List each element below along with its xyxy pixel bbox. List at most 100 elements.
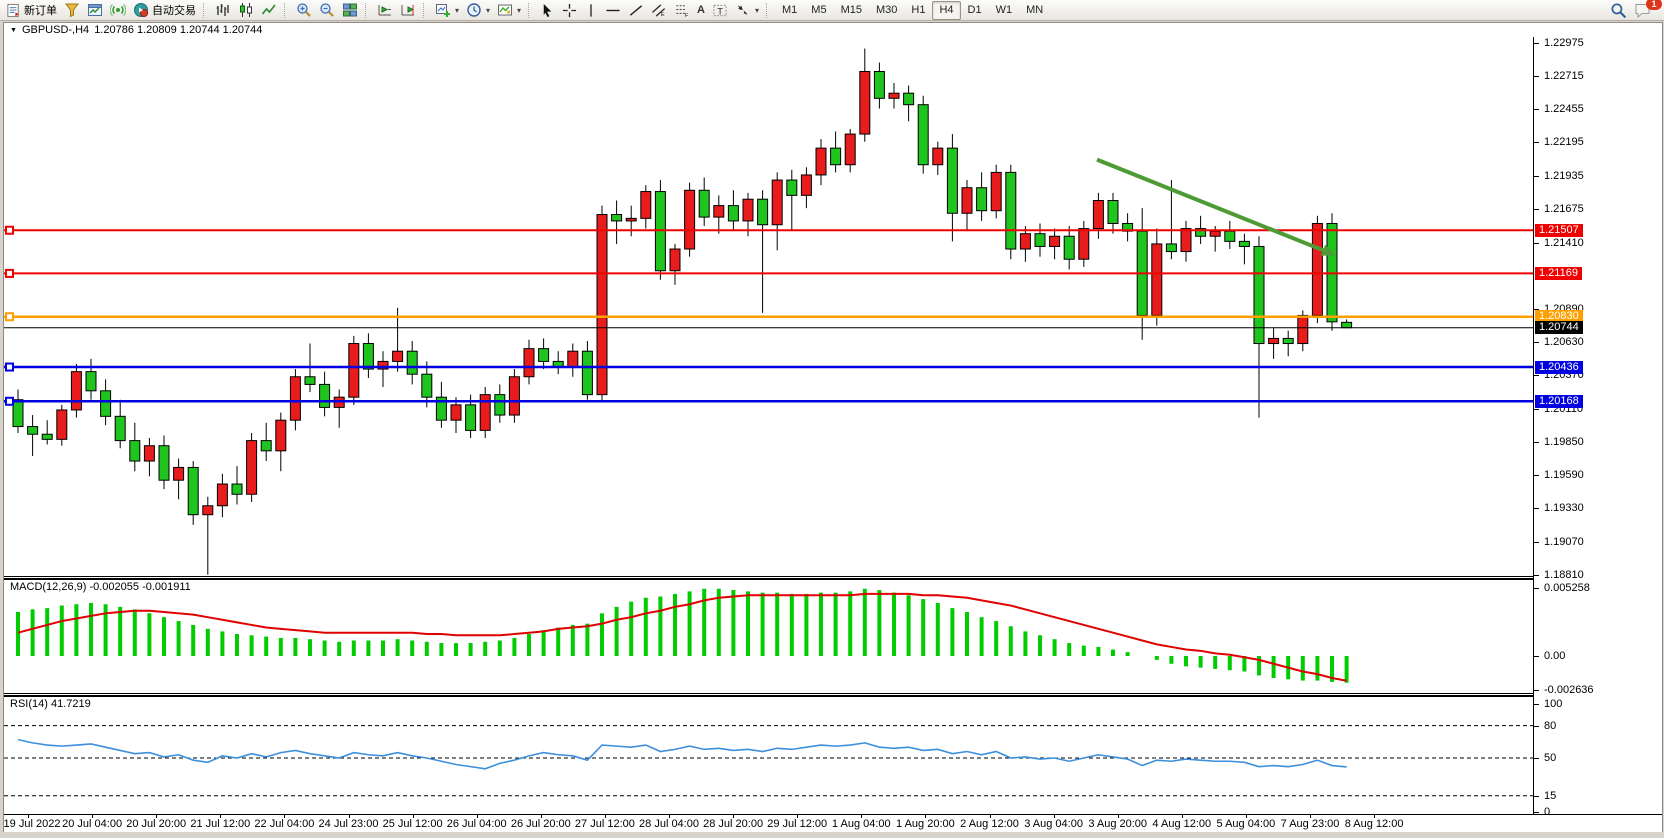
candle — [625, 205, 637, 237]
signals-button[interactable] — [107, 1, 129, 19]
time-tick-label: 21 Jul 12:00 — [190, 818, 251, 830]
timeframe-button-m1[interactable]: M1 — [782, 3, 798, 16]
candlestick-chart-button[interactable] — [235, 1, 257, 19]
crosshair-tool-button[interactable] — [559, 1, 580, 19]
templates-button[interactable]: ▾ — [494, 1, 524, 19]
candle-body-up — [246, 440, 258, 495]
candle-body-down — [41, 433, 53, 440]
new-order-button[interactable]: 新订单 — [3, 1, 60, 19]
hline-anchor-marker[interactable] — [5, 362, 14, 372]
trend-arrow-head[interactable] — [1320, 244, 1336, 256]
timeframe-button-mn[interactable]: MN — [1026, 3, 1044, 16]
line-chart-button[interactable] — [258, 1, 280, 19]
price-pane[interactable] — [4, 37, 1533, 576]
candle — [187, 461, 199, 525]
candle — [1238, 233, 1250, 265]
candle-body-down — [1224, 230, 1236, 242]
market-watch-button[interactable] — [61, 1, 83, 19]
indicators-button[interactable]: ▾ — [432, 1, 462, 19]
chart-shift-button[interactable] — [397, 1, 419, 19]
candle-body-up — [479, 394, 491, 431]
candle-body-up — [450, 404, 462, 421]
hline-anchor-marker[interactable] — [5, 312, 14, 322]
text-tool-button[interactable]: A — [694, 1, 708, 19]
timeframe-button-w1[interactable]: W1 — [995, 3, 1013, 16]
price-tick-label: 1.21410 — [1544, 236, 1584, 249]
timeframe-button-m15[interactable]: M15 — [840, 3, 862, 16]
timeframe-button-h4[interactable]: H4 — [932, 0, 961, 20]
zoom-in-icon — [297, 3, 311, 17]
candle — [1063, 226, 1075, 270]
search-button[interactable] — [1607, 1, 1630, 19]
price-tick-label: 1.21935 — [1544, 169, 1584, 182]
zoom-in-button[interactable] — [293, 1, 315, 19]
time-tick-mark — [412, 815, 414, 818]
candle-body-up — [859, 70, 871, 135]
hline-anchor-marker[interactable] — [5, 268, 14, 278]
tile-windows-button[interactable] — [339, 1, 361, 19]
level-price-badge: 1.20436 — [1535, 360, 1583, 374]
toolbar-separator — [203, 2, 208, 18]
axis-tick-mark — [1534, 109, 1539, 111]
timeframe-button-m5[interactable]: M5 — [811, 3, 827, 16]
price-axis[interactable]: 1.22975 1.22715 1.22455 1.22195 1.21935 1.216… — [1533, 37, 1662, 818]
timeframe-button-h1[interactable]: H1 — [911, 3, 926, 16]
candle-body-down — [976, 187, 988, 212]
dropdown-caret: ▾ — [486, 5, 491, 15]
axis-tick-mark — [1534, 208, 1539, 210]
candle — [333, 389, 345, 428]
candle — [1311, 215, 1323, 324]
autotrading-button[interactable]: 自动交易 — [130, 1, 199, 19]
hline-anchor-marker[interactable] — [5, 225, 14, 235]
candle — [888, 82, 900, 109]
candle-body-up — [669, 248, 681, 272]
axis-tick-mark — [1534, 574, 1539, 576]
collapse-triangle-icon[interactable]: ▼ — [10, 26, 17, 34]
candle-body-down — [698, 189, 710, 218]
rsi-tick-label: 80 — [1544, 719, 1557, 732]
axis-tick-mark — [1534, 42, 1539, 44]
candle — [450, 397, 462, 433]
candle-body-up — [216, 483, 228, 507]
hline-anchor-marker[interactable] — [5, 396, 14, 406]
label-tool-button[interactable]: T — [709, 1, 731, 19]
candle — [1049, 228, 1061, 260]
rsi-tick-label: 0 — [1544, 806, 1551, 818]
timeframe-group: M1 M5 M15 M30 H1 H4 D1 W1 MN — [775, 0, 1050, 20]
rsi-pane[interactable]: RSI(14) 41.7219 — [4, 696, 1533, 814]
svg-text:E: E — [661, 12, 665, 18]
periods-button[interactable]: ▾ — [463, 1, 493, 19]
bar-chart-button[interactable] — [212, 1, 234, 19]
horizontal-line-tool-button[interactable] — [602, 1, 624, 19]
vertical-line-tool-button[interactable] — [581, 1, 601, 19]
time-axis[interactable]: 19 Jul 2022 20 Jul 04:00 20 Jul 20:00 21 Ju… — [4, 814, 1662, 832]
pane-separator[interactable] — [4, 576, 1533, 580]
timeframe-button-m30[interactable]: M30 — [875, 3, 898, 16]
candle-body-up — [1151, 243, 1163, 316]
axis-tick-mark — [1534, 656, 1539, 657]
pane-separator[interactable] — [4, 693, 1533, 697]
candle — [946, 134, 958, 242]
time-tick-mark — [733, 815, 735, 818]
timeframe-button-d1[interactable]: D1 — [967, 3, 982, 16]
channel-tool-button[interactable]: E — [648, 1, 670, 19]
candle-body-down — [552, 360, 564, 368]
data-window-button[interactable] — [84, 1, 106, 19]
trend-arrow-line[interactable] — [1096, 157, 1328, 254]
axis-tick-mark — [1534, 75, 1539, 77]
price-tick-label: 1.22195 — [1544, 136, 1584, 149]
fibonacci-tool-button[interactable]: F — [671, 1, 693, 19]
auto-scroll-button[interactable] — [374, 1, 396, 19]
cursor-tool-button[interactable] — [537, 1, 558, 19]
candle-body-down — [187, 466, 199, 516]
chat-button[interactable]: 1 — [1631, 0, 1662, 19]
fibonacci-icon: F — [676, 4, 689, 18]
zoom-out-button[interactable] — [316, 1, 338, 19]
candle-body-down — [1034, 233, 1046, 247]
arrows-tool-button[interactable]: ▾ — [732, 1, 762, 19]
chart-title-bar[interactable]: ▼ GBPUSD-,H4 1.20786 1.20809 1.20744 1.2… — [4, 23, 1662, 37]
trendline-tool-button[interactable] — [625, 1, 647, 19]
axis-tick-mark — [1534, 587, 1539, 589]
macd-pane[interactable]: MACD(12,26,9) -0.002055 -0.001911 — [4, 579, 1533, 693]
